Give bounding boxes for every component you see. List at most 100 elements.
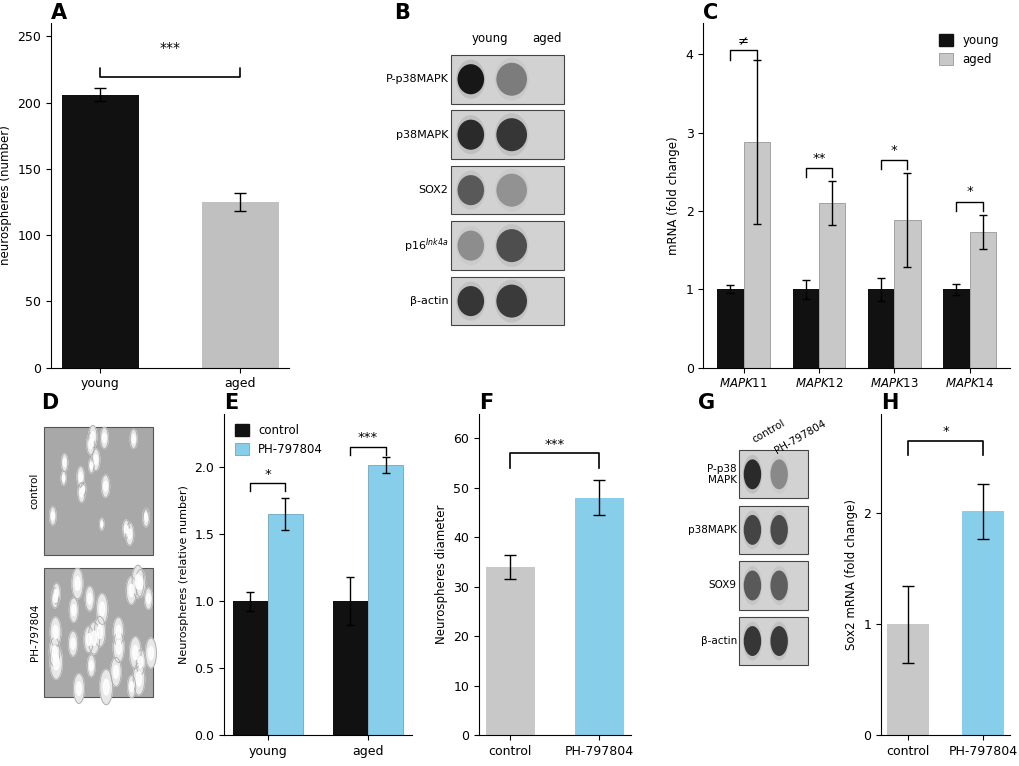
Circle shape (145, 512, 147, 519)
Circle shape (89, 425, 97, 448)
Circle shape (53, 625, 58, 639)
Text: control: control (749, 418, 786, 445)
Circle shape (62, 475, 64, 481)
Text: *: * (264, 468, 271, 481)
Ellipse shape (743, 460, 760, 489)
Circle shape (130, 429, 137, 448)
Circle shape (55, 589, 58, 598)
Ellipse shape (455, 282, 485, 321)
Text: young: young (472, 32, 508, 45)
Y-axis label: neurospheres (number): neurospheres (number) (0, 126, 12, 265)
Circle shape (89, 458, 94, 473)
Ellipse shape (494, 169, 528, 211)
Circle shape (126, 577, 137, 604)
Circle shape (92, 631, 97, 646)
Circle shape (90, 661, 93, 671)
Circle shape (89, 622, 100, 654)
FancyBboxPatch shape (738, 506, 807, 554)
Ellipse shape (494, 280, 528, 322)
Text: ***: *** (358, 431, 378, 444)
Ellipse shape (494, 224, 528, 267)
Circle shape (127, 676, 136, 698)
Circle shape (51, 588, 58, 608)
Circle shape (149, 647, 153, 660)
Circle shape (146, 638, 156, 668)
Text: G: G (697, 394, 714, 414)
Ellipse shape (768, 566, 788, 605)
Text: SOX2: SOX2 (418, 185, 448, 195)
Circle shape (136, 574, 141, 589)
Text: ≠: ≠ (738, 34, 749, 47)
Circle shape (68, 631, 77, 656)
Circle shape (63, 459, 66, 466)
Text: p16$^{Ink4a}$: p16$^{Ink4a}$ (404, 237, 448, 255)
Circle shape (116, 625, 120, 638)
Ellipse shape (496, 285, 527, 318)
Circle shape (147, 594, 150, 604)
Circle shape (98, 625, 102, 638)
Circle shape (100, 602, 105, 616)
Bar (485, 567, 534, 735)
Ellipse shape (455, 171, 485, 210)
Text: ***: *** (160, 41, 180, 55)
Y-axis label: Neurospheres (relative number): Neurospheres (relative number) (178, 485, 189, 664)
Circle shape (123, 520, 129, 538)
Text: *: * (965, 185, 972, 198)
FancyBboxPatch shape (738, 561, 807, 610)
Bar (62, 94, 139, 368)
Circle shape (90, 462, 93, 469)
Bar (332, 601, 368, 735)
Ellipse shape (743, 626, 760, 656)
Circle shape (88, 655, 95, 676)
Y-axis label: Neurospheres diameter: Neurospheres diameter (434, 505, 447, 644)
Bar (575, 498, 624, 735)
FancyBboxPatch shape (451, 166, 564, 214)
Circle shape (132, 646, 138, 660)
Ellipse shape (769, 515, 787, 545)
Ellipse shape (769, 460, 787, 489)
Bar (887, 624, 927, 735)
Bar (792, 290, 818, 368)
Bar (894, 221, 920, 368)
Circle shape (100, 518, 104, 530)
Ellipse shape (742, 621, 761, 660)
FancyBboxPatch shape (451, 221, 564, 270)
Circle shape (127, 529, 131, 539)
Circle shape (101, 522, 103, 527)
Circle shape (94, 455, 98, 465)
Circle shape (75, 577, 79, 591)
Circle shape (101, 427, 108, 449)
Circle shape (61, 454, 67, 471)
Text: *: * (890, 144, 897, 157)
Text: β-actin: β-actin (410, 296, 448, 306)
Circle shape (79, 488, 84, 497)
Circle shape (87, 633, 91, 646)
Legend: control, PH-797804: control, PH-797804 (230, 420, 328, 461)
Text: PH-797804: PH-797804 (30, 604, 40, 661)
Circle shape (81, 483, 86, 496)
Ellipse shape (496, 229, 527, 262)
Ellipse shape (496, 174, 527, 207)
Ellipse shape (458, 64, 484, 94)
Circle shape (53, 654, 59, 669)
Circle shape (49, 637, 60, 666)
Text: p38MAPK: p38MAPK (687, 525, 736, 535)
Circle shape (89, 439, 93, 449)
Circle shape (139, 577, 143, 590)
Circle shape (51, 512, 54, 520)
Circle shape (129, 682, 133, 692)
Circle shape (52, 646, 57, 659)
Ellipse shape (743, 515, 760, 545)
Bar (969, 232, 995, 368)
Circle shape (86, 586, 94, 611)
Ellipse shape (458, 286, 484, 316)
Ellipse shape (769, 571, 787, 601)
Bar (267, 514, 303, 735)
Bar (716, 290, 743, 368)
Text: **: ** (811, 152, 824, 165)
Circle shape (50, 617, 61, 647)
Text: β-actin: β-actin (700, 636, 736, 646)
Circle shape (104, 481, 107, 491)
Circle shape (72, 568, 83, 599)
Circle shape (113, 632, 124, 663)
